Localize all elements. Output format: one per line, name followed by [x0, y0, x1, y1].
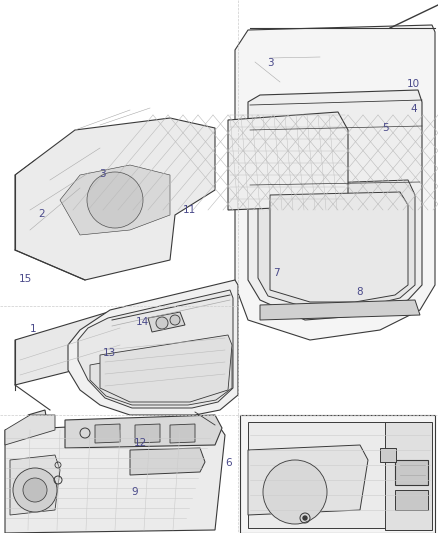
Polygon shape [28, 410, 50, 445]
Polygon shape [148, 312, 185, 332]
Text: 3: 3 [99, 169, 106, 179]
Circle shape [13, 468, 57, 512]
Text: 15: 15 [19, 274, 32, 284]
Circle shape [170, 315, 180, 325]
Polygon shape [248, 60, 276, 115]
Text: 2: 2 [38, 209, 45, 219]
Text: 7: 7 [272, 268, 279, 278]
Circle shape [263, 460, 327, 524]
Polygon shape [240, 415, 435, 533]
Polygon shape [270, 192, 408, 302]
Circle shape [156, 317, 168, 329]
Polygon shape [248, 90, 422, 320]
Text: 11: 11 [183, 205, 196, 215]
Polygon shape [170, 424, 195, 443]
Polygon shape [68, 280, 238, 415]
Circle shape [23, 478, 47, 502]
Text: 13: 13 [103, 348, 116, 358]
Text: 5: 5 [382, 123, 389, 133]
Polygon shape [100, 335, 232, 402]
Text: 9: 9 [131, 488, 138, 497]
Text: 4: 4 [410, 104, 417, 114]
Polygon shape [248, 55, 338, 80]
Circle shape [303, 516, 307, 520]
Circle shape [87, 172, 143, 228]
Polygon shape [65, 415, 222, 448]
Polygon shape [10, 455, 60, 515]
Text: 10: 10 [407, 79, 420, 89]
Text: 1: 1 [29, 325, 36, 334]
Polygon shape [385, 422, 432, 530]
Polygon shape [95, 424, 120, 443]
Polygon shape [235, 25, 435, 340]
Polygon shape [15, 118, 215, 280]
Polygon shape [15, 310, 135, 385]
Polygon shape [90, 340, 232, 405]
Polygon shape [276, 75, 338, 115]
Text: 8: 8 [356, 287, 363, 297]
Text: 3: 3 [267, 58, 274, 68]
Polygon shape [5, 420, 225, 533]
Polygon shape [260, 300, 420, 320]
Text: 14: 14 [136, 317, 149, 327]
Polygon shape [5, 415, 55, 445]
Polygon shape [248, 422, 430, 528]
Polygon shape [60, 165, 170, 235]
Polygon shape [395, 490, 428, 510]
Polygon shape [78, 290, 233, 408]
Polygon shape [135, 424, 160, 443]
Text: 12: 12 [134, 439, 147, 448]
Polygon shape [380, 448, 396, 462]
Polygon shape [395, 460, 428, 485]
Polygon shape [228, 112, 348, 210]
Polygon shape [130, 448, 205, 475]
Polygon shape [258, 180, 415, 308]
Text: 6: 6 [225, 458, 232, 467]
Polygon shape [248, 445, 368, 515]
